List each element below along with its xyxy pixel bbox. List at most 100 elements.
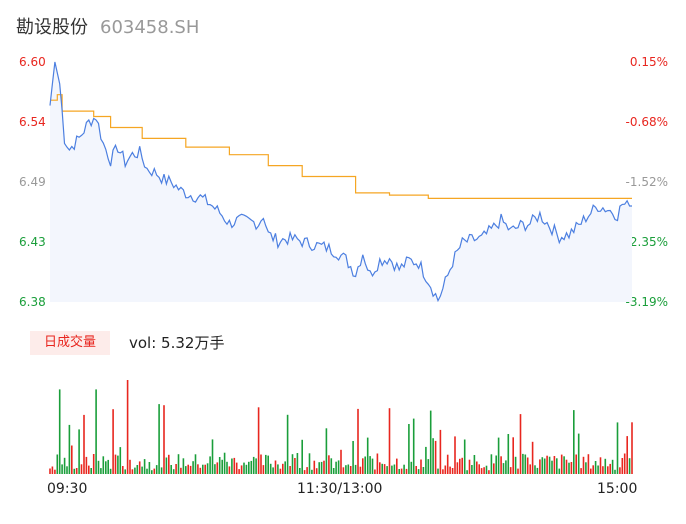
volume-bar (454, 436, 456, 474)
volume-bar (577, 433, 580, 474)
volume-bar (71, 445, 73, 474)
volume-bar (117, 455, 119, 474)
volume-bar (228, 466, 231, 474)
volume-bar (323, 460, 325, 474)
volume-bar (233, 457, 236, 474)
stock-name: 勘设股份 (16, 17, 88, 38)
volume-bar (543, 458, 546, 474)
volume-bar (325, 428, 328, 474)
volume-bar (388, 408, 391, 474)
volume-bar (495, 455, 497, 474)
volume-bar (255, 458, 257, 474)
volume-bar (148, 462, 151, 474)
volume-bar (158, 404, 160, 474)
volume-bar (497, 437, 500, 474)
volume-bar (92, 454, 95, 474)
volume-bar (359, 466, 362, 474)
volume-bar (485, 465, 488, 474)
volume-tab[interactable]: 日成交量 (30, 331, 110, 355)
volume-bar (204, 464, 206, 474)
volume-bar (286, 414, 289, 474)
volume-bar (238, 469, 240, 474)
volume-bar (415, 466, 417, 474)
volume-bar (80, 464, 83, 474)
volume-bar (478, 464, 480, 474)
volume-bar (235, 462, 238, 474)
volume-bar (490, 454, 493, 474)
volume-bar (437, 468, 439, 474)
volume-bar (189, 465, 192, 474)
volume-bar (61, 464, 63, 474)
volume-bar (611, 459, 614, 474)
volume-bar (340, 449, 342, 474)
volume-bar (83, 414, 85, 474)
volume-bar (78, 429, 80, 474)
stock-title: 勘设股份 603458.SH (16, 13, 199, 39)
volume-bar (119, 447, 122, 474)
volume-bar (429, 410, 432, 474)
volume-bar (522, 453, 524, 474)
volume-bar (243, 462, 245, 474)
volume-bar (170, 465, 172, 474)
volume-bar (507, 434, 510, 474)
volume-bar (197, 464, 199, 474)
volume-bar (541, 457, 544, 474)
volume-bar (558, 468, 561, 474)
volume-bar (514, 456, 517, 474)
volume-bar (160, 467, 163, 474)
volume-bar (172, 469, 175, 474)
volume-bar (568, 462, 570, 474)
volume-bar (621, 458, 624, 474)
volume-bar (218, 457, 221, 474)
volume-bar (187, 464, 189, 474)
volume-bar (403, 464, 405, 474)
price-line (49, 61, 632, 303)
volume-bar (342, 467, 345, 474)
volume-bar (500, 456, 502, 474)
volume-bar (282, 463, 284, 474)
volume-panel (49, 380, 633, 474)
volume-bar (400, 468, 403, 474)
volume-bar (318, 462, 320, 474)
volume-bar (594, 461, 597, 474)
volume-bar (175, 464, 177, 474)
volume-bar (192, 461, 194, 474)
volume-bar (383, 464, 386, 474)
volume-bar (180, 467, 182, 474)
volume-bar (609, 463, 611, 474)
volume-bar (439, 429, 442, 474)
volume-bar (272, 467, 274, 474)
volume-bar (590, 468, 592, 474)
volume-bar (328, 455, 330, 474)
volume-bar (141, 466, 143, 474)
volume-bar (226, 461, 228, 474)
volume-bar (73, 468, 76, 474)
volume-bar (463, 439, 466, 474)
y-tick-right-1: -0.68% (625, 115, 668, 129)
volume-bar (58, 389, 61, 474)
volume-bar (330, 458, 333, 474)
volume-bar (199, 467, 202, 474)
volume-bar (134, 467, 136, 474)
volume-bar (386, 466, 388, 474)
volume-bar (352, 441, 354, 474)
volume-bar (100, 468, 102, 474)
volume-bar (434, 440, 437, 474)
volume-bar (349, 466, 352, 474)
volume-bar (51, 466, 54, 474)
volume-bar (294, 458, 296, 474)
y-tick-right-2: -1.52% (625, 175, 668, 189)
volume-bar (391, 465, 393, 474)
volume-bar (168, 454, 170, 474)
volume-bar (202, 464, 204, 474)
volume-bar (422, 467, 425, 474)
volume-bar (619, 467, 621, 474)
volume-bar (563, 456, 565, 474)
volume-bar (582, 456, 585, 474)
volume-bar (476, 461, 478, 474)
volume-bar (505, 460, 507, 474)
volume-bar (616, 422, 619, 474)
volume-bar (398, 469, 400, 474)
volume-bar (315, 468, 318, 474)
